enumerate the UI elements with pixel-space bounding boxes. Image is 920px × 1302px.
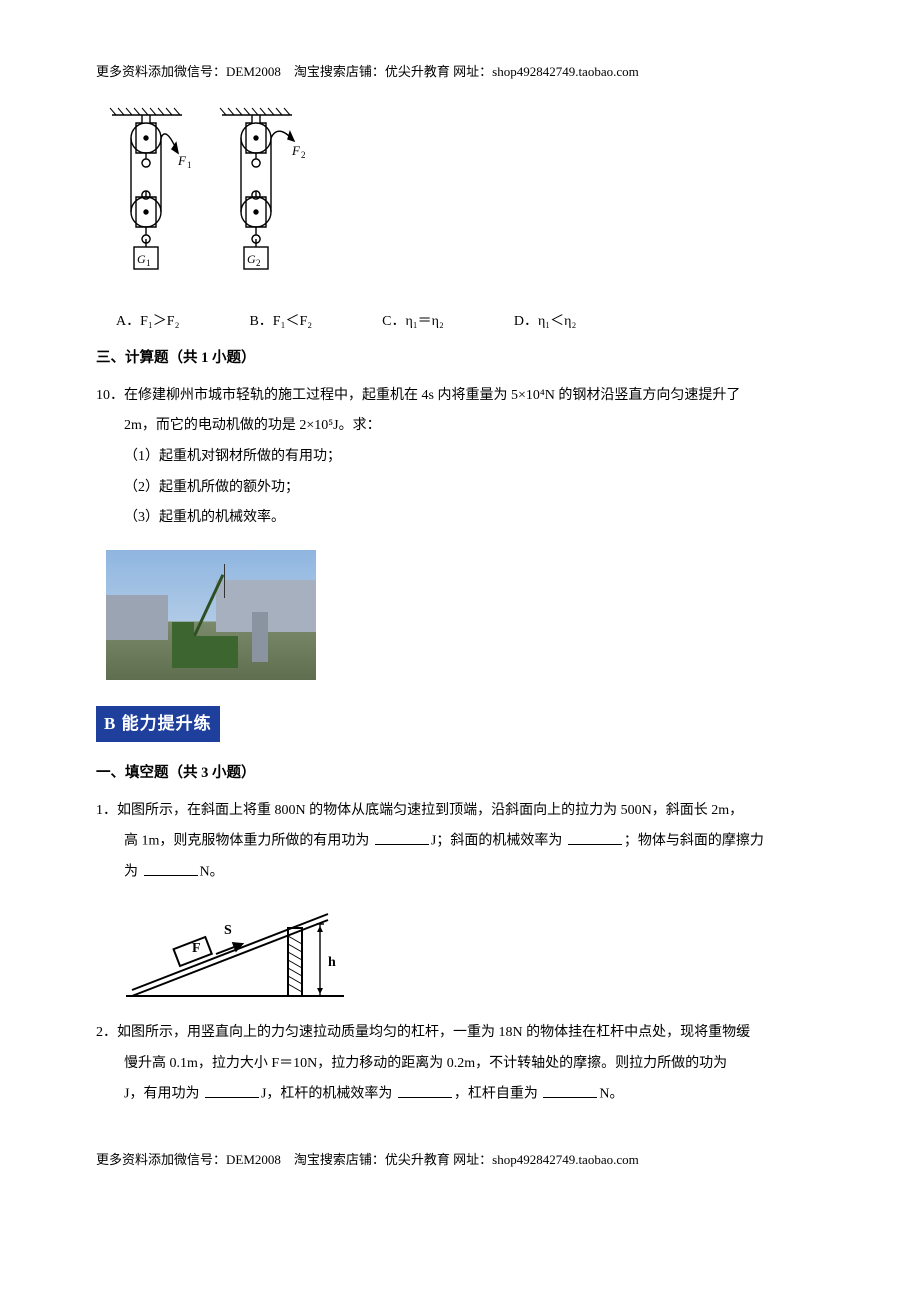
slope-s-label: S <box>224 923 232 938</box>
svg-text:1: 1 <box>146 258 151 268</box>
q9-option-b: B．F₁＜F₂ <box>249 309 312 336</box>
section-b-banner: B 能力提升练 <box>96 706 220 742</box>
slope-h-label: h <box>328 955 336 970</box>
q10-line2: 2m，而它的电动机做的功是 2×10⁵J。求： <box>96 413 824 440</box>
blank-useful-work[interactable] <box>375 828 429 844</box>
slope-f-label: F <box>192 941 201 956</box>
qb2-line3-d: N。 <box>599 1087 623 1102</box>
qb1-line2: 高 1m，则克服物体重力所做的有用功为 J；斜面的机械效率为 ；物体与斜面的摩擦… <box>96 828 824 855</box>
svg-text:1: 1 <box>187 160 192 170</box>
blank-useful-work-2[interactable] <box>205 1081 259 1097</box>
q10-line1: 10．在修建柳州市城市轻轨的施工过程中，起重机在 4s 内将重量为 5×10⁴N… <box>96 383 824 410</box>
blank-efficiency[interactable] <box>568 828 622 844</box>
qb1-line3-a: 为 <box>124 865 142 880</box>
qb1-line2-a: 高 1m，则克服物体重力所做的有用功为 <box>124 834 373 849</box>
q9-option-a: A．F₁＞F₂ <box>116 309 179 336</box>
q10-sub2: （2）起重机所做的额外功； <box>96 475 824 502</box>
qb2-line3: J，有用功为 J，杠杆的机械效率为 ，杠杆自重为 N。 <box>96 1081 824 1108</box>
q9-option-d: D．η₁＜η₂ <box>514 309 577 336</box>
qb2-line3-b: J，杠杆的机械效率为 <box>261 1087 396 1102</box>
q9-option-c: C．η₁＝η₂ <box>382 309 444 336</box>
crane-photo <box>106 550 316 680</box>
page-header: 更多资料添加微信号：DEM2008 淘宝搜索店铺：优尖升教育 网址：shop49… <box>96 60 824 85</box>
qb1-line2-c: ；物体与斜面的摩擦力 <box>624 834 764 849</box>
svg-text:2: 2 <box>256 258 261 268</box>
svg-text:G: G <box>247 252 256 266</box>
blank-lever-efficiency[interactable] <box>398 1081 452 1097</box>
svg-text:G: G <box>137 252 146 266</box>
q10-sub1: （1）起重机对钢材所做的有用功； <box>96 444 824 471</box>
svg-text:F: F <box>291 143 301 158</box>
qb1-line2-b: J；斜面的机械效率为 <box>431 834 566 849</box>
page-footer: 更多资料添加微信号：DEM2008 淘宝搜索店铺：优尖升教育 网址：shop49… <box>96 1148 824 1173</box>
q9-options: A．F₁＞F₂ B．F₁＜F₂ C．η₁＝η₂ D．η₁＜η₂ <box>116 309 824 336</box>
pulley-left-figure: G 1 F 1 <box>106 105 196 295</box>
section-3-title: 三、计算题（共 1 小题） <box>96 345 824 373</box>
qb1-line3: 为 N。 <box>96 859 824 886</box>
qb2-line3-c: ，杠杆自重为 <box>454 1087 542 1102</box>
qb2-line3-a: J，有用功为 <box>124 1087 203 1102</box>
qb1-line1: 1．如图所示，在斜面上将重 800N 的物体从底端匀速拉到顶端，沿斜面向上的拉力… <box>96 798 824 825</box>
qb1-line3-b: N。 <box>200 865 224 880</box>
svg-text:F: F <box>177 153 187 168</box>
qb2-line1: 2．如图所示，用竖直向上的力匀速拉动质量均匀的杠杆，一重为 18N 的物体挂在杠… <box>96 1020 824 1047</box>
pulley-figures: G 1 F 1 <box>106 105 824 295</box>
q10-sub3: （3）起重机的机械效率。 <box>96 505 824 532</box>
svg-text:2: 2 <box>301 150 306 160</box>
inclined-plane-figure: S F h <box>120 896 350 1006</box>
blank-lever-weight[interactable] <box>543 1081 597 1097</box>
pulley-right-figure: G 2 F 2 <box>216 105 306 295</box>
qb2-line2: 慢升高 0.1m，拉力大小 F＝10N，拉力移动的距离为 0.2m，不计转轴处的… <box>96 1051 824 1078</box>
blank-friction[interactable] <box>144 859 198 875</box>
section-b1-title: 一、填空题（共 3 小题） <box>96 760 824 788</box>
